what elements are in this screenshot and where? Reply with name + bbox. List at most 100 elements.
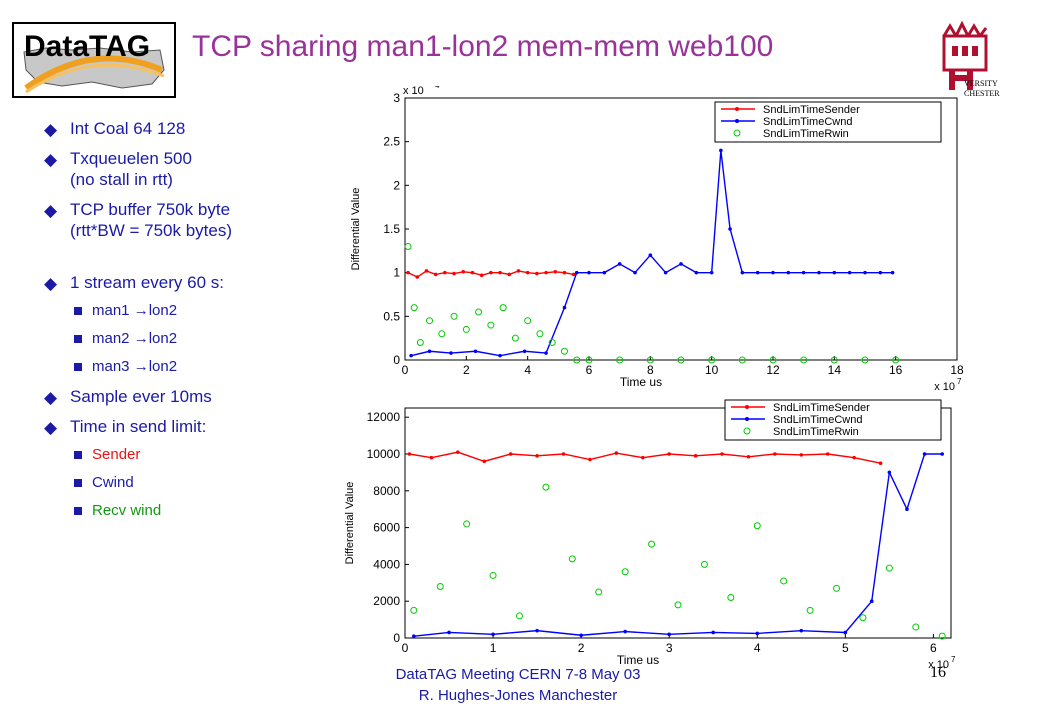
data-point	[450, 312, 458, 320]
x-axis-label: Time us	[617, 653, 659, 667]
data-point	[406, 270, 410, 275]
y-axis-label: Differential Value	[344, 482, 356, 565]
legend-marker	[743, 427, 751, 435]
data-point	[487, 321, 495, 329]
data-point	[424, 269, 429, 273]
data-point	[800, 356, 808, 364]
y-tick-label: 10000	[367, 447, 401, 461]
data-point	[861, 356, 869, 364]
data-point	[843, 630, 848, 635]
data-point	[587, 270, 591, 275]
sub-bullet-text: Cwind	[92, 474, 134, 491]
legend-marker	[735, 107, 739, 111]
data-point	[623, 629, 627, 634]
x-tick-label: 3	[666, 641, 673, 655]
y-tick-label: 2000	[373, 594, 400, 608]
data-point	[574, 270, 579, 275]
square-bullet-icon	[74, 307, 82, 315]
sub-bullet-item: man2 →lon2	[44, 330, 344, 348]
sub-bullet-text: man3 →lon2	[92, 358, 178, 375]
x-exponent-power: 7	[957, 377, 962, 386]
university-logo: VERSITY CHESTER	[942, 20, 1000, 98]
data-point	[786, 270, 791, 275]
chart-bottom: 0 1 2 3 4 5 6 0 2000 4000 6000 8000 10000 12000 Time u…	[344, 399, 956, 671]
data-point	[542, 483, 550, 491]
data-point	[568, 555, 576, 563]
data-point	[573, 356, 581, 364]
bullet-item: ◆ Txqueuelen 500 (no stall in rtt)	[44, 148, 344, 190]
data-point	[585, 356, 593, 364]
data-point	[708, 356, 716, 364]
data-point	[511, 334, 519, 342]
series-SndLimTimeCwnd	[409, 148, 895, 358]
data-point	[415, 275, 420, 279]
data-point	[522, 349, 527, 354]
diamond-bullet-icon: ◆	[44, 274, 58, 293]
x-tick-label: 5	[842, 641, 849, 655]
data-point	[409, 353, 413, 358]
data-point	[498, 270, 502, 275]
x-tick-label: 18	[950, 363, 964, 377]
data-point	[498, 353, 502, 358]
square-bullet-icon	[74, 335, 82, 343]
bullet-text: Sample ever 10ms	[70, 387, 212, 406]
y-tick-label: 2.5	[383, 135, 400, 149]
x-tick-label: 6	[586, 363, 593, 377]
data-point	[449, 351, 453, 355]
data-point	[614, 451, 619, 455]
data-point	[801, 270, 806, 275]
data-point	[667, 632, 671, 637]
data-point	[507, 272, 512, 277]
y-tick-label: 4000	[373, 557, 400, 571]
logo-text: DataTAG	[24, 30, 150, 63]
data-point	[489, 270, 493, 275]
data-point	[621, 568, 629, 576]
data-point	[410, 304, 418, 312]
footer: DataTAG Meeting CERN 7-8 May 03 R. Hughe…	[318, 664, 718, 706]
data-point	[447, 630, 451, 635]
sub-bullet-text: man2 →lon2	[92, 330, 178, 347]
bullet-text: Int Coal 64 128	[70, 119, 186, 138]
data-point	[617, 262, 622, 266]
data-point	[616, 356, 624, 364]
data-point	[890, 270, 895, 275]
data-point	[887, 470, 892, 475]
bullet-text: TCP buffer 750k byte	[70, 200, 231, 219]
x-tick-label: 12	[766, 363, 780, 377]
legend-marker	[733, 129, 741, 137]
data-point	[473, 349, 478, 354]
series-SndLimTimeRwin	[404, 242, 900, 364]
diamond-bullet-icon: ◆	[44, 120, 58, 139]
data-point	[544, 270, 548, 275]
data-point	[833, 584, 841, 592]
data-point	[508, 452, 513, 456]
bullet-item: ◆ Sample ever 10ms	[44, 386, 344, 407]
bullet-text: (no stall in rtt)	[70, 170, 173, 189]
data-point	[905, 507, 909, 511]
y-tick-label: 1.5	[383, 222, 400, 236]
y-tick-label: 3	[393, 91, 400, 105]
series-SndLimTimeSender	[407, 450, 883, 465]
y-exponent-label: x 10	[403, 86, 424, 97]
data-point	[753, 522, 761, 530]
data-point	[536, 330, 544, 338]
data-point	[771, 270, 775, 275]
sub-bullet-text: Sender	[92, 446, 141, 463]
data-point	[544, 351, 548, 355]
data-point	[878, 270, 883, 275]
bullet-item: ◆ Int Coal 64 128	[44, 118, 344, 139]
data-point	[515, 612, 523, 620]
data-point	[482, 459, 487, 464]
x-exponent-label: x 10	[928, 659, 949, 671]
data-point	[535, 271, 539, 276]
data-point	[461, 269, 466, 274]
sub-bullet-item: Cwind	[44, 474, 344, 492]
sub-bullet-item: man1 →lon2	[44, 302, 344, 320]
data-point	[548, 339, 556, 347]
data-point	[878, 461, 883, 465]
y-tick-label: 2	[393, 178, 400, 192]
series-SndLimTimeSender	[406, 269, 576, 279]
data-point	[755, 270, 760, 275]
data-point	[443, 270, 447, 275]
data-point	[859, 614, 867, 622]
